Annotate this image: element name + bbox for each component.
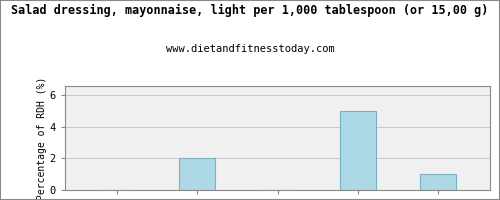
Text: Salad dressing, mayonnaise, light per 1,000 tablespoon (or 15,00 g): Salad dressing, mayonnaise, light per 1,… xyxy=(12,4,488,17)
Bar xyxy=(420,174,456,190)
Bar xyxy=(340,111,376,190)
Text: www.dietandfitnesstoday.com: www.dietandfitnesstoday.com xyxy=(166,44,334,54)
Y-axis label: Percentage of RDH (%): Percentage of RDH (%) xyxy=(37,76,47,200)
Bar xyxy=(180,158,216,190)
